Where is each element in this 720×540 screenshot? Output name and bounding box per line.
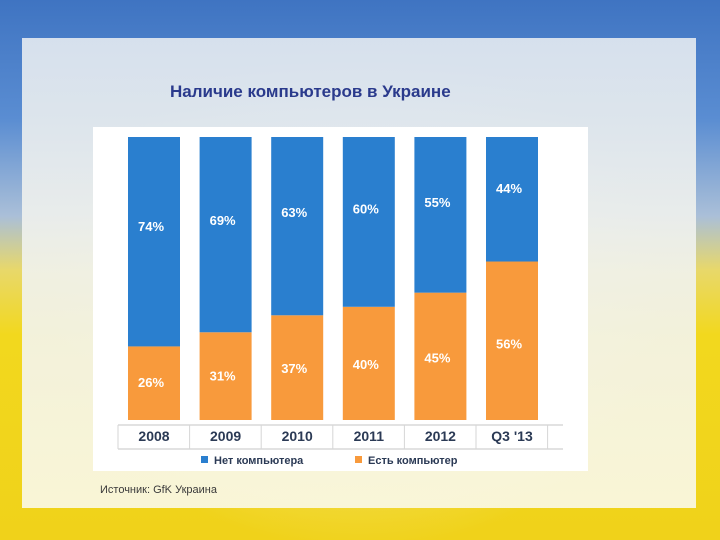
bar-has-computer-2012	[414, 292, 467, 420]
label-no-computer-2012: 55%	[424, 195, 450, 210]
bar-no-computer-2008	[128, 137, 180, 347]
tick-label-2009: 2009	[210, 428, 241, 444]
bar-no-computer-2010	[271, 137, 324, 316]
label-has-computer-Q3 '13: 56%	[496, 337, 522, 352]
tick-label-2008: 2008	[138, 428, 169, 444]
bar-has-computer-2008	[128, 346, 180, 420]
slide-title: Наличие компьютеров в Украине	[170, 82, 451, 101]
legend-swatch-has-computer	[355, 456, 362, 463]
label-has-computer-2012: 45%	[424, 351, 450, 366]
bar-no-computer-Q3 '13	[486, 137, 538, 262]
legend-label-no-computer: Нет компьютера	[214, 455, 304, 467]
label-no-computer-2008: 74%	[138, 219, 164, 234]
bar-has-computer-2009	[199, 332, 252, 420]
bar-has-computer-Q3 '13	[486, 261, 538, 420]
bar-has-computer-2010	[271, 315, 324, 420]
label-has-computer-2008: 26%	[138, 375, 164, 390]
label-has-computer-2009: 31%	[210, 369, 236, 384]
label-no-computer-Q3 '13: 44%	[496, 181, 522, 196]
bar-no-computer-2009	[199, 137, 252, 333]
label-has-computer-2011: 40%	[353, 357, 379, 372]
bar-has-computer-2011	[342, 306, 395, 420]
tick-label-2011: 2011	[354, 428, 385, 444]
legend-swatch-no-computer	[201, 456, 208, 463]
label-no-computer-2009: 69%	[210, 213, 236, 228]
label-no-computer-2010: 63%	[281, 205, 307, 220]
label-has-computer-2010: 37%	[281, 361, 307, 376]
tick-label-Q3 '13: Q3 '13	[491, 428, 533, 444]
tick-label-2012: 2012	[425, 428, 456, 444]
legend-label-has-computer: Есть компьютер	[368, 455, 458, 467]
tick-label-2010: 2010	[282, 428, 313, 444]
label-no-computer-2011: 60%	[353, 201, 379, 216]
stacked-bar-chart: 74% 26% 2008 69% 31% 2009 63% 37% 2010 60% 40% 2011…	[117, 137, 563, 467]
chart-area: 74% 26% 2008 69% 31% 2009 63% 37% 2010 60% 40% 2011…	[93, 127, 588, 471]
source-note: Источник: GfK Украина	[100, 484, 217, 496]
bar-no-computer-2011	[342, 137, 395, 307]
bar-no-computer-2012	[414, 137, 467, 293]
